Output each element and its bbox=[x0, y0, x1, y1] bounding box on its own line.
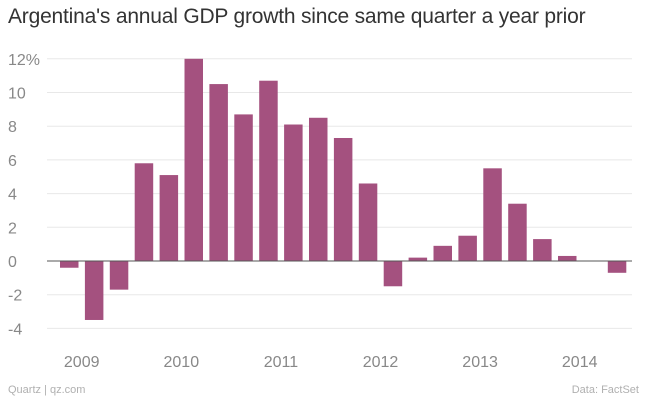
bar bbox=[84, 261, 104, 320]
bar bbox=[134, 163, 154, 261]
bar bbox=[558, 255, 577, 261]
y-tick-label: 0 bbox=[8, 254, 17, 271]
bar bbox=[309, 117, 328, 262]
y-tick-label: 6 bbox=[8, 153, 17, 170]
bar bbox=[458, 235, 477, 261]
bar bbox=[483, 168, 502, 261]
chart-title: Argentina's annual GDP growth since same… bbox=[8, 5, 586, 28]
x-axis-tick-labels: 2009 2010 2011 2012 2013 2014 bbox=[64, 354, 598, 371]
y-tick-label: -2 bbox=[8, 288, 22, 305]
bar bbox=[184, 58, 203, 261]
bars bbox=[60, 58, 627, 320]
bar bbox=[159, 175, 179, 261]
bar bbox=[234, 114, 253, 261]
bar bbox=[60, 261, 79, 268]
y-tick-label: 4 bbox=[8, 187, 17, 204]
y-tick-label: -4 bbox=[8, 321, 22, 338]
bar bbox=[109, 261, 129, 290]
bar bbox=[607, 261, 627, 273]
y-tick-label: 10 bbox=[8, 86, 26, 103]
x-tick-label: 2013 bbox=[462, 354, 498, 371]
y-tick-label: 8 bbox=[8, 119, 17, 136]
bar bbox=[533, 239, 552, 261]
bar bbox=[209, 84, 228, 261]
x-tick-label: 2010 bbox=[164, 354, 200, 371]
footer-data-source: Data: FactSet bbox=[571, 384, 639, 396]
y-axis-tick-labels: -4 -2 0 2 4 6 8 10 12% bbox=[8, 52, 40, 339]
x-tick-label: 2011 bbox=[264, 354, 299, 371]
bar bbox=[383, 261, 403, 287]
x-tick-label: 2009 bbox=[64, 354, 100, 371]
bar bbox=[508, 203, 527, 261]
y-tick-label: 2 bbox=[8, 220, 17, 237]
bar bbox=[333, 137, 353, 261]
bar-chart: -4 -2 0 2 4 6 8 10 12% 2009 2010 2011 2012 2013 2014 bbox=[8, 52, 632, 371]
bar bbox=[358, 183, 378, 261]
bar bbox=[259, 80, 278, 261]
y-tick-label: 12% bbox=[8, 52, 40, 69]
x-tick-label: 2014 bbox=[562, 354, 598, 371]
bar bbox=[433, 245, 452, 261]
bar bbox=[408, 257, 428, 261]
x-tick-label: 2012 bbox=[363, 354, 399, 371]
footer-credit: Quartz | qz.com bbox=[8, 384, 86, 396]
bar bbox=[284, 124, 303, 261]
